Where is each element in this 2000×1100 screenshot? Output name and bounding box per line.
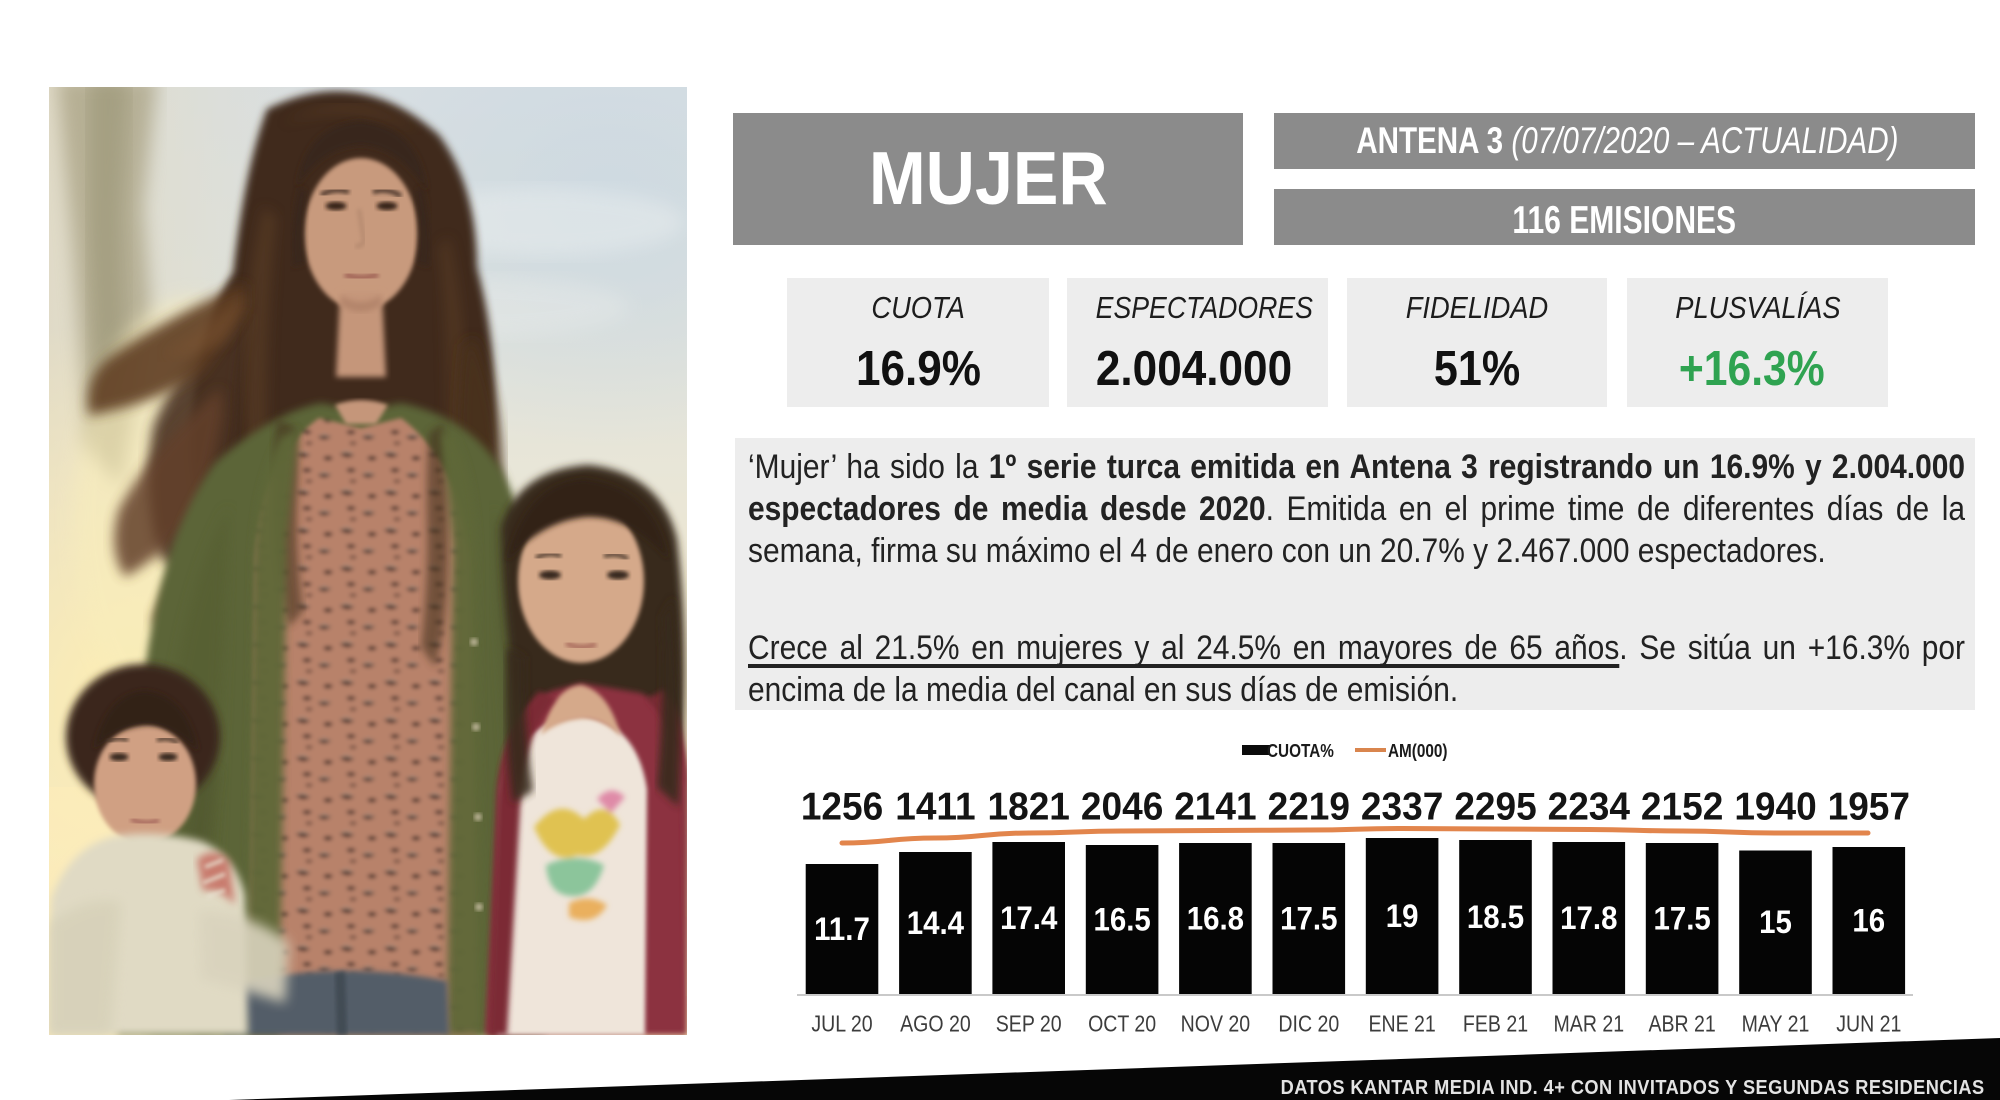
svg-text:DIC 20: DIC 20 — [1278, 1011, 1339, 1037]
svg-text:19: 19 — [1386, 898, 1419, 934]
svg-text:NOV 20: NOV 20 — [1181, 1011, 1251, 1037]
svg-text:JUL 20: JUL 20 — [811, 1011, 872, 1037]
svg-text:MAY 21: MAY 21 — [1742, 1011, 1810, 1037]
svg-text:15: 15 — [1759, 904, 1792, 940]
svg-text:16: 16 — [1852, 902, 1885, 938]
svg-text:1411: 1411 — [895, 786, 975, 829]
svg-text:2152: 2152 — [1641, 786, 1723, 829]
svg-text:2234: 2234 — [1548, 786, 1630, 829]
svg-text:SEP 20: SEP 20 — [996, 1011, 1062, 1037]
svg-text:17.8: 17.8 — [1560, 900, 1617, 936]
svg-text:2046: 2046 — [1081, 786, 1163, 829]
svg-text:17.4: 17.4 — [1000, 900, 1057, 936]
svg-text:17.5: 17.5 — [1653, 900, 1710, 936]
svg-text:2219: 2219 — [1268, 786, 1350, 829]
svg-text:OCT 20: OCT 20 — [1088, 1011, 1156, 1037]
svg-text:1256: 1256 — [801, 786, 883, 829]
svg-text:2141: 2141 — [1174, 786, 1256, 829]
svg-text:1957: 1957 — [1828, 786, 1910, 829]
svg-text:17.5: 17.5 — [1280, 900, 1337, 936]
svg-text:16.5: 16.5 — [1093, 901, 1150, 937]
svg-text:11.7: 11.7 — [814, 911, 870, 947]
svg-text:ABR 21: ABR 21 — [1648, 1011, 1715, 1037]
svg-text:JUN 21: JUN 21 — [1836, 1011, 1901, 1037]
svg-text:MAR 21: MAR 21 — [1554, 1011, 1625, 1037]
svg-text:16.8: 16.8 — [1187, 900, 1244, 936]
svg-text:2337: 2337 — [1361, 786, 1443, 829]
svg-text:18.5: 18.5 — [1467, 899, 1524, 935]
svg-text:ENE 21: ENE 21 — [1368, 1011, 1435, 1037]
svg-text:AGO 20: AGO 20 — [900, 1011, 971, 1037]
svg-text:1940: 1940 — [1734, 786, 1816, 829]
svg-text:14.4: 14.4 — [907, 905, 964, 941]
svg-text:1821: 1821 — [988, 786, 1070, 829]
svg-text:FEB 21: FEB 21 — [1463, 1011, 1528, 1037]
svg-text:2295: 2295 — [1454, 786, 1536, 829]
